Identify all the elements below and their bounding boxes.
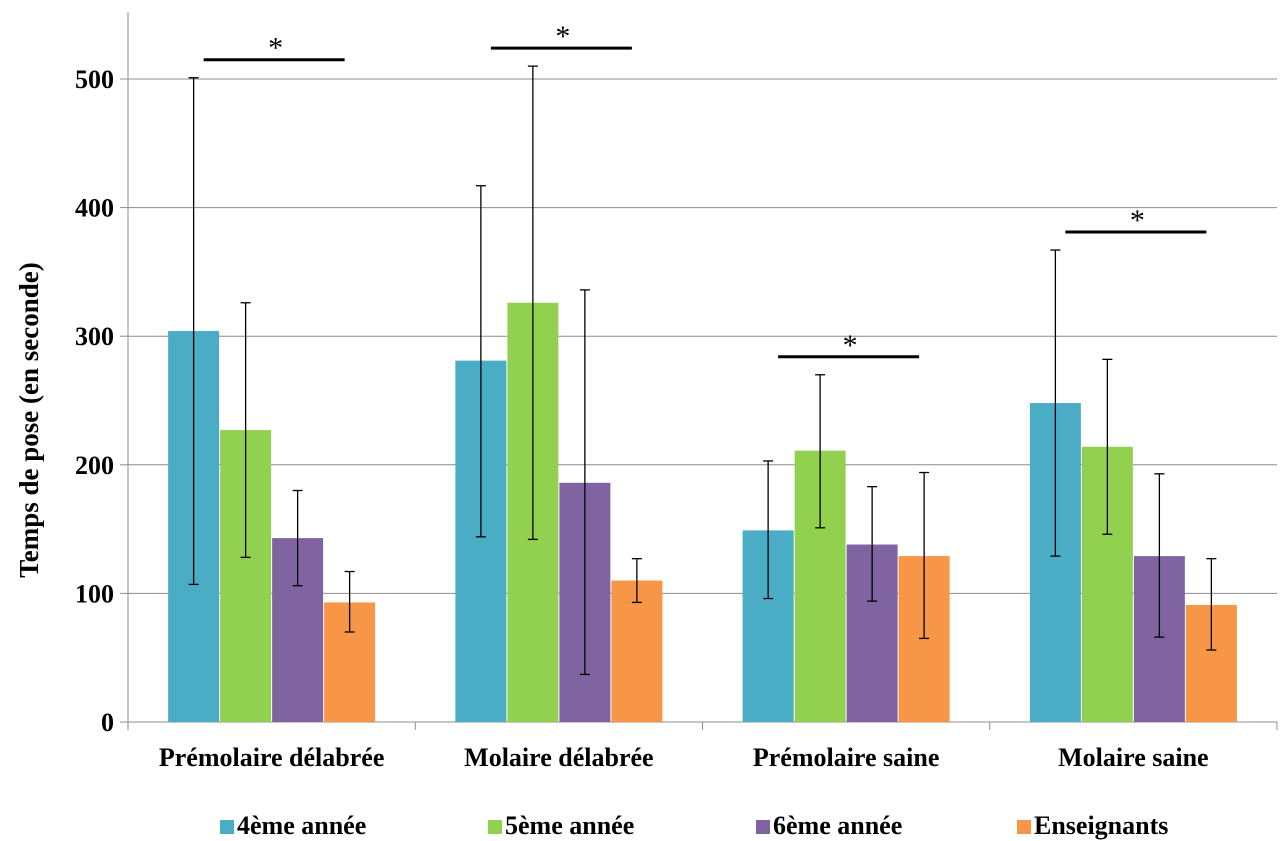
x-category-label: Prémolaire délabrée xyxy=(159,743,384,772)
y-tick-label: 100 xyxy=(75,579,114,608)
y-tick-label: 0 xyxy=(101,708,114,737)
legend: 4ème année 5ème année 6ème année Enseignant… xyxy=(220,811,1168,840)
legend-swatch xyxy=(488,820,502,834)
legend-swatch xyxy=(1017,820,1031,834)
significance-star: * xyxy=(1130,204,1145,237)
legend-label: 4ème année xyxy=(237,811,366,840)
x-category-label: Molaire saine xyxy=(1058,743,1208,772)
y-tick-label: 500 xyxy=(75,65,114,94)
y-axis-label: Temps de pose (en seconde) xyxy=(14,262,44,578)
error-bars xyxy=(188,65,1217,676)
y-tick-label: 300 xyxy=(75,322,114,351)
significance-markers: * * * * xyxy=(203,20,1207,362)
significance-star: * xyxy=(843,329,858,362)
significance-star: * xyxy=(555,20,570,53)
y-tick-label: 400 xyxy=(75,194,114,223)
legend-swatch xyxy=(220,820,234,834)
legend-swatch xyxy=(756,820,770,834)
legend-label: Enseignants xyxy=(1034,811,1168,840)
legend-label: 6ème année xyxy=(773,811,902,840)
x-category-label: Prémolaire saine xyxy=(753,743,940,772)
y-tick-label: 200 xyxy=(75,451,114,480)
bars xyxy=(168,302,1237,722)
axis-labels: 0 100 200 300 400 500 Prémolaire délabrée Molai… xyxy=(75,65,1209,772)
bar xyxy=(611,580,663,722)
significance-star: * xyxy=(268,32,283,65)
legend-label: 5ème année xyxy=(505,811,634,840)
x-category-label: Molaire délabrée xyxy=(464,743,653,772)
